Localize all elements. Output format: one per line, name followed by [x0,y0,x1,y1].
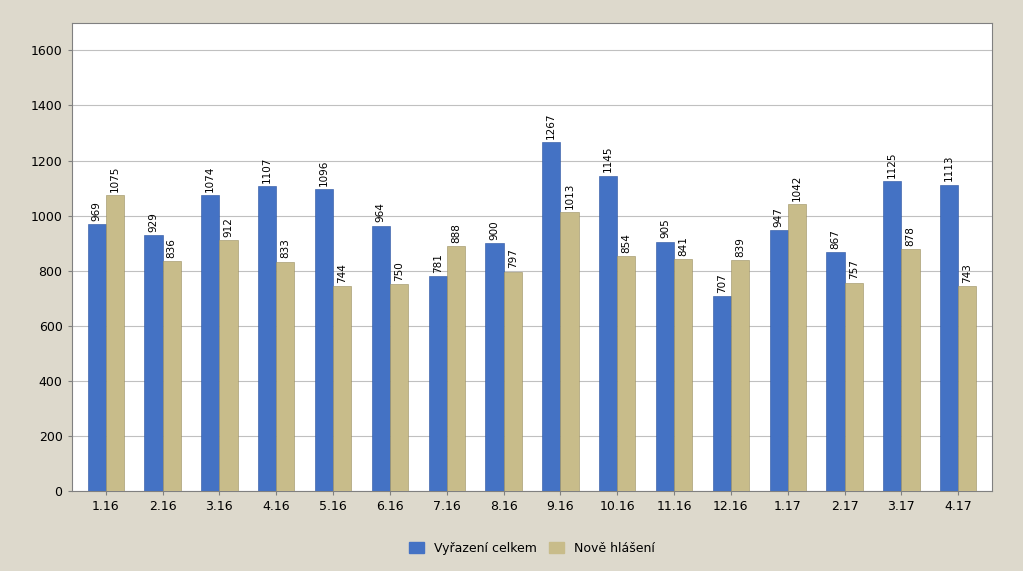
Bar [88,224,105,491]
Text: 839: 839 [735,237,745,257]
Bar [730,260,749,491]
Text: 1075: 1075 [109,165,120,192]
Text: 841: 841 [678,236,688,256]
Legend: Vyřazení celkem, Nově hlášení: Vyřazení celkem, Nově hlášení [404,537,660,560]
Bar [202,195,219,491]
Text: 854: 854 [621,232,631,252]
Text: 947: 947 [773,207,784,227]
Bar [429,276,447,491]
Bar [599,176,617,491]
Text: 888: 888 [451,223,460,243]
Text: 964: 964 [375,202,386,222]
Bar [447,247,464,491]
Bar [617,256,635,491]
Text: 912: 912 [223,216,233,236]
Bar [105,195,124,491]
Text: 1013: 1013 [565,182,575,209]
Bar [371,226,390,491]
Bar [219,240,237,491]
Bar [788,204,806,491]
Text: 1145: 1145 [604,146,613,172]
Bar [674,259,693,491]
Bar [390,284,408,491]
Bar [542,142,561,491]
Text: 744: 744 [338,263,347,283]
Bar [315,189,333,491]
Text: 1107: 1107 [262,156,272,183]
Text: 969: 969 [92,201,101,221]
Bar [845,283,862,491]
Text: 836: 836 [167,238,177,258]
Bar [656,242,674,491]
Text: 797: 797 [507,248,518,268]
Bar [163,261,181,491]
Bar [485,243,503,491]
Text: 1042: 1042 [792,174,802,201]
Bar [827,252,845,491]
Text: 743: 743 [963,263,972,283]
Bar [144,235,163,491]
Text: 1096: 1096 [319,159,329,186]
Text: 1267: 1267 [546,112,557,139]
Bar [769,230,788,491]
Bar [561,212,579,491]
Text: 1125: 1125 [887,151,897,178]
Text: 1113: 1113 [944,155,954,181]
Text: 750: 750 [394,262,404,281]
Text: 905: 905 [660,219,670,239]
Bar [883,181,901,491]
Bar [258,186,276,491]
Text: 929: 929 [148,212,159,232]
Bar [503,272,522,491]
Text: 900: 900 [489,220,499,240]
Bar [333,286,351,491]
Text: 878: 878 [905,226,916,246]
Text: 833: 833 [280,239,291,258]
Text: 707: 707 [717,274,726,293]
Text: 867: 867 [831,229,841,249]
Bar [276,262,295,491]
Bar [940,184,959,491]
Text: 757: 757 [849,259,858,279]
Bar [901,249,920,491]
Bar [713,296,730,491]
Text: 781: 781 [433,253,443,272]
Text: 1074: 1074 [206,166,215,192]
Bar [959,287,976,491]
